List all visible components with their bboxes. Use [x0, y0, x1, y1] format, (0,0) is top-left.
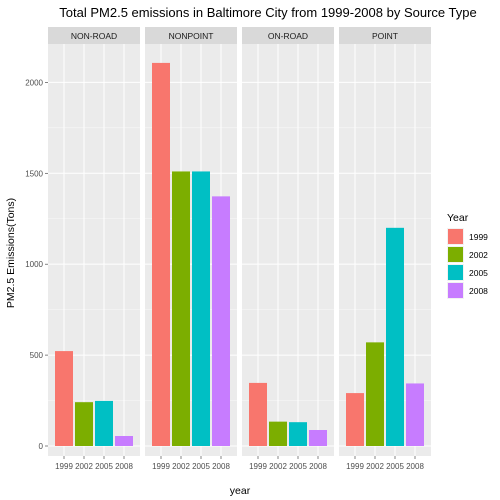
- bar-nonpoint-2002: [172, 171, 190, 447]
- facet-strip-label: NONPOINT: [169, 31, 214, 41]
- legend-label-1999: 1999: [469, 232, 488, 242]
- y-tick-label: 2000: [25, 78, 43, 87]
- legend-label-2002: 2002: [469, 250, 488, 260]
- bar-on-road-2002: [269, 421, 287, 446]
- facet-strip-label: ON-ROAD: [268, 31, 308, 41]
- x-tick-label: 1999: [249, 462, 267, 471]
- bar-point-2005: [386, 227, 404, 446]
- bar-nonpoint-2005: [192, 171, 210, 447]
- legend-swatch-2005: [448, 265, 463, 280]
- x-tick-label: 1999: [152, 462, 170, 471]
- bar-point-1999: [346, 393, 364, 446]
- x-tick-label: 2008: [212, 462, 230, 471]
- bar-on-road-2008: [309, 430, 327, 446]
- x-tick-label: 2002: [172, 462, 190, 471]
- y-tick-label: 1500: [25, 169, 43, 178]
- y-axis-title: PM2.5 Emissions(Tons): [5, 198, 17, 308]
- x-tick-label: 2008: [309, 462, 327, 471]
- x-tick-label: 2002: [366, 462, 384, 471]
- x-tick-label: 2005: [289, 462, 307, 471]
- legend-label-2005: 2005: [469, 268, 488, 278]
- facet-panel-nonpoint: NONPOINT 1999 2002 2005 2008: [145, 27, 237, 471]
- bar-point-2002: [366, 342, 384, 446]
- x-tick-label: 2002: [269, 462, 287, 471]
- x-tick-label: 1999: [346, 462, 364, 471]
- facet-strip: [48, 27, 140, 44]
- y-tick-label: 0: [39, 442, 44, 451]
- bar-non-road-2005: [95, 400, 113, 446]
- facet-panel-point: POINT 1999 2002 2005 2008: [339, 27, 431, 471]
- legend-title: Year: [447, 212, 469, 224]
- y-tick-label: 1000: [25, 260, 43, 269]
- x-tick-label: 2005: [386, 462, 404, 471]
- facet-panel-on-road: ON-ROAD 1999 2002 2005 2008: [242, 27, 334, 471]
- x-tick-label: 2005: [95, 462, 113, 471]
- legend-swatch-1999: [448, 229, 463, 244]
- bar-on-road-1999: [249, 382, 267, 446]
- facet-strip-label: NON-ROAD: [71, 31, 117, 41]
- facet-strip: [145, 27, 237, 44]
- facet-strip: [242, 27, 334, 44]
- bar-point-2008: [406, 383, 424, 446]
- bar-nonpoint-2008: [212, 196, 230, 446]
- facet-strip-label: POINT: [372, 31, 398, 41]
- x-tick-label: 2005: [192, 462, 210, 471]
- x-axis-title: year: [230, 485, 251, 497]
- bar-non-road-2002: [75, 402, 93, 446]
- chart-title: Total PM2.5 emissions in Baltimore City …: [59, 5, 476, 20]
- bar-non-road-1999: [55, 351, 73, 446]
- legend-label-2008: 2008: [469, 286, 488, 296]
- x-tick-label: 2008: [115, 462, 133, 471]
- y-axis: 0 500 1000 1500 2000: [25, 78, 48, 451]
- bar-on-road-2005: [289, 422, 307, 446]
- legend-swatch-2008: [448, 283, 463, 298]
- bar-non-road-2008: [115, 436, 133, 446]
- facet-strip: [339, 27, 431, 44]
- bar-nonpoint-1999: [152, 62, 170, 447]
- y-tick-label: 500: [30, 351, 44, 360]
- x-tick-label: 1999: [55, 462, 73, 471]
- legend-swatch-2002: [448, 247, 463, 262]
- x-tick-label: 2002: [75, 462, 93, 471]
- facet-panel-non-road: NON-ROAD 1999 2002 2005 2008: [48, 27, 140, 471]
- x-tick-label: 2008: [406, 462, 424, 471]
